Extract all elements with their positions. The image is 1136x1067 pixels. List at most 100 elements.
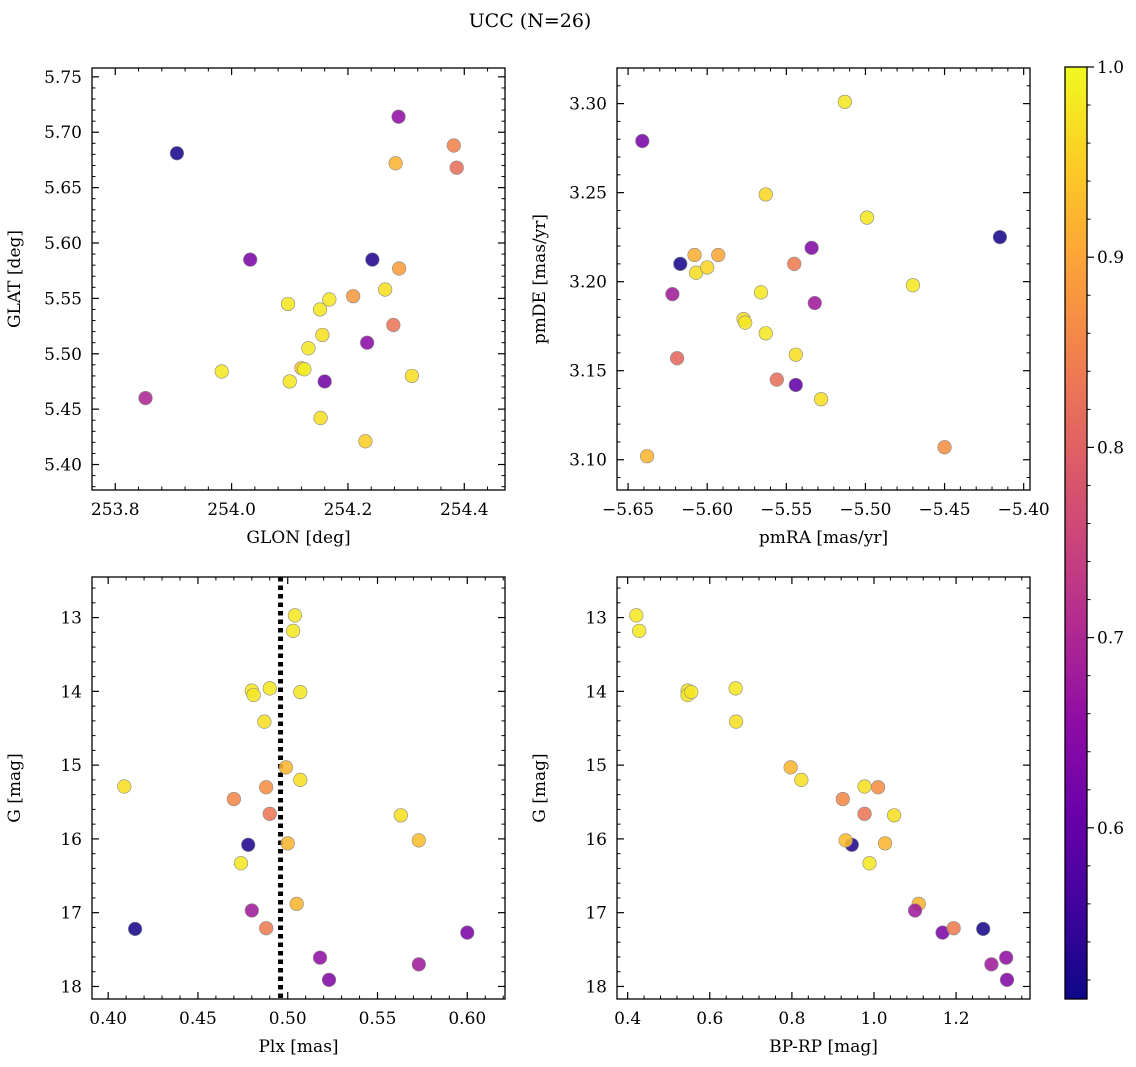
scatter-point bbox=[857, 806, 872, 821]
y-tick-label: 16 bbox=[60, 830, 82, 850]
colorbar-tick-label: 0.7 bbox=[1097, 629, 1124, 649]
scatter-point bbox=[687, 247, 702, 263]
scatter-point bbox=[244, 903, 259, 918]
scatter-point bbox=[788, 347, 803, 362]
colorbar-tick-label: 0.8 bbox=[1097, 438, 1124, 458]
scatter-point bbox=[814, 392, 829, 407]
y-tick-label: 5.65 bbox=[44, 179, 82, 199]
scatter-point bbox=[862, 856, 877, 871]
scatter-points bbox=[629, 608, 1015, 987]
scatter-point bbox=[259, 921, 274, 936]
scatter-point bbox=[280, 296, 296, 312]
panel-top-left: 253.8 254.0 254.2 254.4 5.40 5.45 5.50 5.55 5.60… bbox=[5, 67, 506, 548]
scatter-point bbox=[460, 925, 475, 940]
axes-frame bbox=[91, 67, 506, 491]
minor-ticks bbox=[617, 67, 1030, 490]
x-tick-label: 1.2 bbox=[943, 1009, 970, 1029]
scatter-point bbox=[297, 362, 312, 377]
scatter-point bbox=[378, 282, 393, 297]
scatter-point bbox=[639, 449, 655, 464]
x-tick-label: 253.8 bbox=[91, 500, 140, 520]
scatter-point bbox=[804, 240, 819, 255]
scatter-point bbox=[857, 779, 872, 794]
scatter-point bbox=[783, 760, 798, 775]
scatter-point bbox=[835, 791, 850, 807]
scatter-point bbox=[992, 230, 1008, 245]
x-tick-label: 0.50 bbox=[269, 1009, 307, 1029]
scatter-points bbox=[138, 109, 464, 449]
scatter-point bbox=[449, 160, 464, 175]
y-tick-label: 5.75 bbox=[44, 68, 82, 88]
axes-frame bbox=[616, 576, 1031, 1000]
x-tick-label: −5.45 bbox=[918, 500, 970, 520]
y-tick-label: 3.25 bbox=[569, 184, 607, 204]
scatter-point bbox=[635, 133, 650, 149]
y-axis-label: G [mag] bbox=[530, 753, 550, 822]
panel-top-right: −5.65 −5.60 −5.55 −5.50 −5.45 −5.40 3.10 3.15 3.… bbox=[530, 67, 1050, 548]
scatter-point bbox=[728, 681, 743, 696]
y-tick-label: 17 bbox=[60, 904, 82, 924]
scatter-point bbox=[673, 256, 688, 271]
x-tick-label: 0.6 bbox=[696, 1009, 723, 1029]
scatter-point bbox=[293, 772, 308, 787]
panel-bottom-right: 0.4 0.6 0.8 1.0 1.2 13 14 15 16 17 18 BP-RP [mag] G … bbox=[530, 576, 1031, 1057]
x-tick-label: −5.65 bbox=[602, 500, 654, 520]
y-axis-label: GLAT [deg] bbox=[5, 230, 25, 328]
scatter-point bbox=[984, 957, 999, 972]
scatter-point bbox=[905, 278, 921, 293]
scatter-point bbox=[313, 410, 328, 426]
y-tick-label: 3.20 bbox=[569, 273, 607, 293]
scatter-point bbox=[117, 779, 132, 794]
x-tick-label: −5.60 bbox=[681, 500, 733, 520]
scatter-point bbox=[838, 833, 853, 848]
scatter-point bbox=[386, 317, 401, 333]
x-axis-label: GLON [deg] bbox=[246, 528, 350, 548]
y-tick-label: 14 bbox=[585, 682, 607, 702]
scatter-point bbox=[758, 326, 773, 341]
scatter-point bbox=[391, 109, 406, 124]
y-tick-label: 13 bbox=[585, 609, 607, 629]
x-tick-label: −5.50 bbox=[839, 500, 891, 520]
scatter-point bbox=[946, 921, 961, 936]
axes-frame bbox=[91, 576, 506, 1000]
scatter-point bbox=[711, 247, 726, 263]
scatter-point bbox=[411, 957, 426, 972]
y-tick-label: 14 bbox=[60, 682, 82, 702]
scatter-point bbox=[365, 252, 380, 267]
scatter-point bbox=[312, 950, 328, 965]
scatter-point bbox=[446, 138, 461, 153]
x-tick-label: 0.40 bbox=[89, 1009, 127, 1029]
colorbar-tick-label: 1.0 bbox=[1097, 58, 1124, 78]
scatter-point bbox=[262, 806, 277, 821]
scatter-point bbox=[753, 285, 769, 300]
scatter-point bbox=[738, 315, 753, 330]
scatter-point bbox=[358, 434, 373, 449]
scatter-point bbox=[226, 791, 241, 807]
x-tick-label: 0.8 bbox=[778, 1009, 805, 1029]
scatter-point bbox=[871, 780, 886, 795]
y-tick-label: 18 bbox=[60, 977, 82, 997]
scatter-point bbox=[758, 187, 773, 202]
y-tick-label: 5.70 bbox=[44, 123, 82, 143]
scatter-point bbox=[670, 351, 685, 366]
scatter-point bbox=[315, 327, 330, 343]
scatter-point bbox=[259, 780, 274, 795]
x-tick-label: 254.4 bbox=[440, 500, 489, 520]
panels: 253.8 254.0 254.2 254.4 5.40 5.45 5.50 5.55 5.60… bbox=[5, 67, 1050, 1057]
scatter-point bbox=[700, 260, 715, 275]
major-ticks bbox=[92, 577, 505, 999]
scatter-point bbox=[312, 302, 328, 317]
x-axis-label: BP-RP [mag] bbox=[769, 1037, 878, 1057]
scatter-point bbox=[278, 760, 294, 775]
y-tick-label: 3.10 bbox=[569, 451, 607, 471]
scatter-point bbox=[262, 681, 277, 696]
scatter-point bbox=[684, 684, 699, 700]
scatter-point bbox=[301, 341, 316, 356]
x-tick-label: −5.40 bbox=[998, 500, 1050, 520]
scatter-point bbox=[632, 623, 647, 638]
scatter-point bbox=[257, 714, 272, 729]
scatter-point bbox=[322, 292, 337, 307]
scatter-point bbox=[665, 287, 680, 302]
scatter-point bbox=[393, 808, 408, 823]
